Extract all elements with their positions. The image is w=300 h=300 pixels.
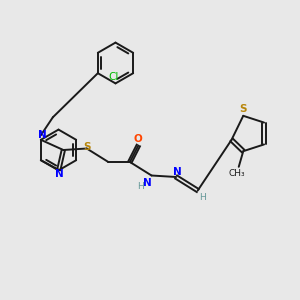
Text: S: S: [84, 142, 91, 152]
Text: N: N: [55, 169, 64, 179]
Text: H: H: [199, 194, 206, 202]
Text: N: N: [143, 178, 152, 188]
Text: N: N: [173, 167, 182, 177]
Text: S: S: [239, 104, 247, 114]
Text: CH₃: CH₃: [229, 169, 246, 178]
Text: N: N: [38, 130, 46, 140]
Text: H: H: [138, 182, 145, 191]
Text: O: O: [134, 134, 143, 144]
Text: Cl: Cl: [108, 72, 118, 82]
